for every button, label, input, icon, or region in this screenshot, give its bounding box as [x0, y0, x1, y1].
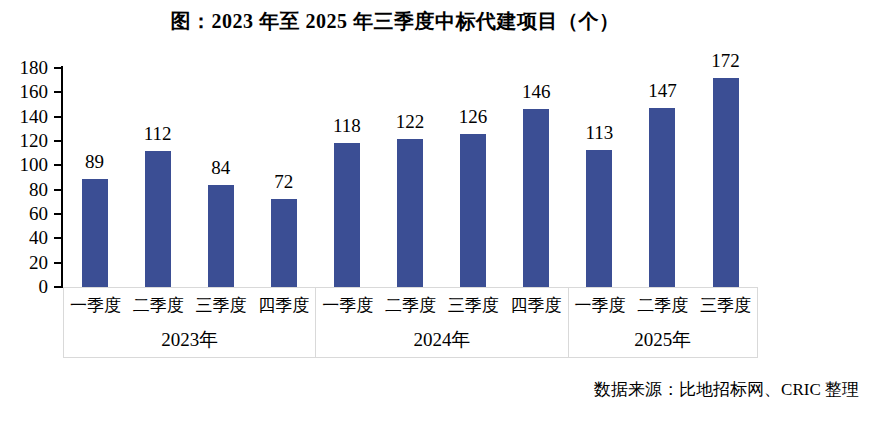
y-axis-label: 180 — [8, 58, 48, 78]
bar-value-label: 146 — [496, 82, 576, 102]
y-axis-label: 140 — [8, 107, 48, 127]
bar-value-label: 72 — [244, 172, 324, 192]
year-group: 一季度二季度三季度四季度2024年 — [316, 288, 568, 357]
y-axis-label: 0 — [8, 277, 48, 297]
y-axis-label: 20 — [8, 253, 48, 273]
bar-value-label: 89 — [55, 152, 135, 172]
y-axis-tick — [54, 116, 61, 118]
bar-value-label: 113 — [559, 123, 639, 143]
quarter-label: 四季度 — [252, 294, 315, 317]
bar — [271, 199, 297, 287]
bar — [208, 185, 234, 287]
quarter-label: 三季度 — [442, 294, 505, 317]
bar — [649, 108, 675, 287]
bar — [460, 134, 486, 287]
quarter-label: 三季度 — [190, 294, 253, 317]
year-group: 一季度二季度三季度四季度2023年 — [64, 288, 316, 357]
bar-value-label: 126 — [433, 107, 513, 127]
y-axis-tick — [54, 262, 61, 264]
y-axis-tick — [54, 237, 61, 239]
quarter-label-row: 一季度二季度三季度四季度 — [64, 288, 315, 323]
year-label: 2024年 — [316, 323, 567, 358]
bar — [713, 78, 739, 287]
bar-value-label: 112 — [118, 124, 198, 144]
quarter-label: 一季度 — [64, 294, 127, 317]
bar — [586, 150, 612, 288]
quarter-label: 三季度 — [694, 294, 757, 317]
y-axis-tick — [54, 67, 61, 69]
y-axis-tick — [54, 286, 61, 288]
quarter-label: 一季度 — [569, 294, 632, 317]
quarter-label: 一季度 — [316, 294, 379, 317]
y-axis-label: 80 — [8, 180, 48, 200]
y-axis-tick — [54, 91, 61, 93]
quarter-label: 四季度 — [505, 294, 568, 317]
quarter-label-row: 一季度二季度三季度四季度 — [316, 288, 567, 323]
year-label: 2023年 — [64, 323, 315, 358]
y-axis-label: 40 — [8, 228, 48, 248]
bar-value-label: 172 — [686, 51, 766, 71]
bar — [523, 109, 549, 287]
year-group: 一季度二季度三季度2025年 — [569, 288, 757, 357]
y-axis-line — [61, 66, 63, 288]
y-axis-label: 100 — [8, 155, 48, 175]
quarter-label: 二季度 — [379, 294, 442, 317]
source-note: 数据来源：比地招标网、CRIC 整理 — [594, 378, 859, 401]
y-axis-label: 120 — [8, 131, 48, 151]
bar-value-label: 147 — [622, 81, 702, 101]
bar — [145, 151, 171, 287]
quarter-label: 二季度 — [127, 294, 190, 317]
chart-canvas: 图：2023 年至 2025 年三季度中标代建项目（个） 0 20 40 60 80 10… — [0, 0, 873, 424]
bar — [334, 143, 360, 287]
year-label: 2025年 — [569, 323, 757, 358]
bar — [397, 139, 423, 287]
category-axis-band: 一季度二季度三季度四季度2023年一季度二季度三季度四季度2024年一季度二季度… — [63, 287, 758, 358]
chart-title: 图：2023 年至 2025 年三季度中标代建项目（个） — [0, 8, 790, 35]
quarter-label-row: 一季度二季度三季度 — [569, 288, 757, 323]
y-axis-label: 160 — [8, 82, 48, 102]
y-axis-tick — [54, 213, 61, 215]
y-axis-label: 60 — [8, 204, 48, 224]
y-axis-tick — [54, 140, 61, 142]
quarter-label: 二季度 — [631, 294, 694, 317]
y-axis-tick — [54, 189, 61, 191]
bar — [82, 179, 108, 287]
